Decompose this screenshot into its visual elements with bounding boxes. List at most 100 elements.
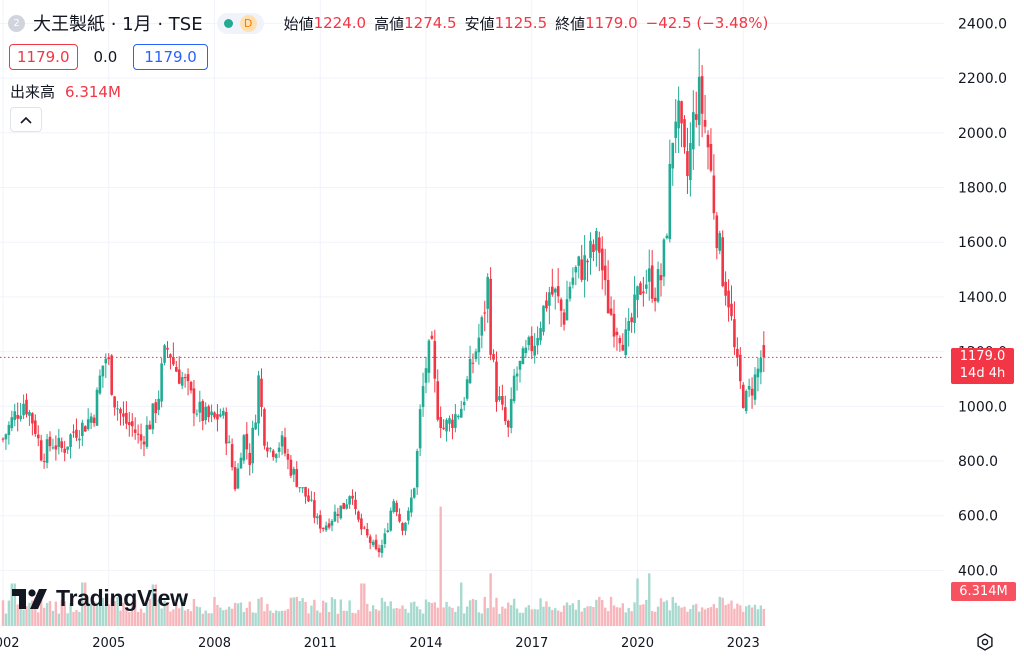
candle-body [324, 525, 328, 531]
candle-body [192, 388, 196, 414]
volume-bar [274, 610, 278, 626]
candle-body [595, 230, 598, 251]
volume-bar [139, 608, 143, 626]
candle-body [442, 427, 445, 429]
candle-body [233, 467, 237, 490]
candle-body [609, 308, 613, 315]
market-status-pill[interactable]: D [216, 12, 264, 34]
volume-bar [19, 598, 22, 626]
volume-bar [348, 600, 351, 626]
candle-body [198, 401, 202, 413]
candle-body [653, 297, 657, 302]
volume-bar [653, 611, 657, 626]
candle-body [589, 240, 592, 259]
pane-number-badge: 2 [8, 14, 25, 32]
candle-body [756, 368, 760, 378]
volume-bar [465, 606, 469, 626]
candle-body [498, 396, 501, 400]
candle-body [712, 175, 716, 214]
volume-bar [433, 602, 437, 626]
volume-bar [515, 608, 519, 626]
candle-body [471, 362, 475, 364]
volume-bar [157, 599, 160, 626]
volume-bar [374, 609, 378, 626]
volume-bar [724, 605, 727, 626]
volume-bar [692, 604, 695, 626]
candle-body [98, 375, 102, 394]
candle-body [1, 438, 5, 440]
candle-body [495, 361, 498, 402]
volume-bar [239, 602, 243, 626]
volume-bar [136, 611, 140, 626]
volume-bar [759, 605, 763, 626]
candle-body [750, 388, 754, 396]
volume-bar [360, 583, 363, 626]
volume-bar [442, 607, 445, 626]
volume-bar [542, 606, 545, 626]
scale-settings-button[interactable] [975, 632, 995, 656]
candle-body [694, 114, 698, 120]
candle-body [69, 434, 72, 447]
volume-bar [54, 601, 58, 626]
sell-button[interactable]: 1179.0 [9, 44, 78, 70]
symbol-title[interactable]: 大王製紙 · 1月 · TSE [33, 14, 203, 35]
candle-body [19, 415, 22, 420]
candle-body [736, 348, 739, 358]
volume-bar [37, 612, 40, 626]
candle-body [307, 495, 310, 502]
x-tick-label: 2011 [304, 636, 337, 651]
candle-body [222, 410, 225, 416]
tradingview-logo[interactable]: TradingView [12, 585, 188, 612]
volume-bar [580, 611, 583, 626]
candle-body [586, 260, 589, 263]
volume-bar [389, 601, 392, 626]
volume-bar [298, 601, 301, 626]
candle-body [189, 381, 193, 391]
volume-bar [742, 611, 745, 626]
volume-bar [45, 602, 49, 626]
candle-body [380, 545, 384, 553]
volume-bar [421, 613, 425, 626]
volume-bar [703, 609, 707, 626]
candle-body [295, 469, 299, 487]
volume-bar [656, 606, 660, 626]
candle-body [686, 151, 689, 177]
candle-body [568, 286, 572, 299]
buy-button[interactable]: 1179.0 [133, 44, 208, 70]
y-tick-label: 2000.0 [958, 126, 1007, 142]
candle-body [733, 319, 736, 348]
candle-body [603, 265, 607, 281]
volume-bar [183, 610, 187, 626]
volume-bar [565, 602, 569, 626]
candle-body [304, 486, 307, 497]
candle-body [401, 523, 404, 531]
volume-bar [154, 584, 157, 626]
candle-body [130, 421, 134, 427]
y-tick-label: 600.0 [958, 509, 998, 525]
candle-body [75, 429, 78, 438]
volume-bar [712, 604, 716, 626]
volume-bar [289, 597, 293, 626]
candle-body [16, 414, 19, 419]
volume-bar [380, 597, 384, 626]
collapse-legend-button[interactable] [10, 107, 42, 132]
candle-body [383, 533, 387, 545]
volume-bar [78, 611, 81, 626]
candle-body [207, 406, 210, 418]
candle-body [166, 347, 169, 350]
candle-body [263, 409, 266, 446]
candle-body [151, 403, 155, 430]
volume-bar [16, 604, 19, 626]
candle-body [530, 335, 534, 352]
volume-bar [700, 607, 704, 626]
candle-body [418, 409, 422, 449]
volume-bar [574, 609, 578, 626]
candle-body [286, 453, 290, 460]
volume-bar [548, 606, 551, 626]
candle-body [741, 384, 745, 408]
volume-legend: 出来高 6.314M [10, 81, 121, 102]
y-tick-label: 1800.0 [958, 181, 1007, 197]
candle-body [254, 422, 257, 430]
volume-bar [10, 583, 14, 626]
